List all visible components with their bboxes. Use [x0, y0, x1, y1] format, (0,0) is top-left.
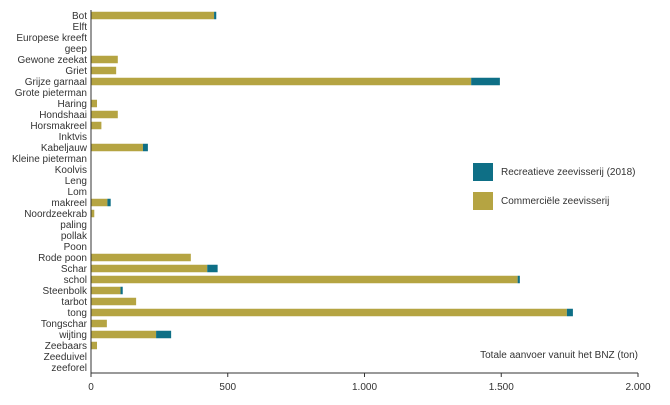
category-label: Kabeljauw [41, 143, 88, 154]
bar-recreational [142, 143, 148, 152]
category-label: Bot [72, 11, 87, 22]
bar-commercial [91, 55, 118, 64]
bar-commercial [91, 143, 143, 152]
category-label: Zeebaars [45, 341, 87, 352]
category-label: zeeforel [51, 363, 87, 374]
category-label: wijting [58, 330, 87, 341]
category-label: Lom [68, 187, 87, 198]
bar-commercial [91, 330, 157, 339]
category-label: Poon [64, 242, 87, 253]
category-label: Leng [65, 176, 87, 187]
category-label: Rode poon [38, 253, 87, 264]
bars-layer [91, 11, 573, 350]
bar-commercial [91, 209, 95, 218]
category-label: Elft [73, 22, 88, 33]
category-label: tarbot [61, 297, 87, 308]
bar-commercial [91, 121, 102, 130]
bar-commercial [91, 286, 121, 295]
legend-label-commercial: Commerciële zeevisserij [501, 196, 609, 207]
x-tick-label: 1.000 [352, 382, 377, 393]
bar-commercial [91, 297, 137, 306]
bar-commercial [91, 275, 518, 284]
category-label: geep [65, 44, 88, 55]
category-label: Tongschar [41, 319, 88, 330]
bar-commercial [91, 110, 118, 119]
bar-commercial [91, 66, 117, 75]
bar-recreational [214, 11, 217, 20]
legend-swatch-commercial [473, 192, 493, 210]
category-label: tong [68, 308, 87, 319]
bar-commercial [91, 77, 472, 86]
bar-commercial [91, 11, 215, 20]
bar-recreational [517, 275, 520, 284]
x-tick-label: 500 [219, 382, 236, 393]
category-label: Gewone zeekat [18, 55, 88, 66]
legend-label-recreational: Recreatieve zeevisserij (2018) [501, 167, 636, 178]
x-tick-label: 0 [88, 382, 94, 393]
bar-commercial [91, 99, 98, 108]
bar-recreational [566, 308, 573, 317]
category-label: Koolvis [55, 165, 87, 176]
category-label: Noordzeekrab [24, 209, 87, 220]
bar-recreational [207, 264, 218, 273]
bar-commercial [91, 253, 191, 262]
bar-recreational [471, 77, 500, 86]
bar-commercial [91, 308, 567, 317]
x-tick-label: 1.500 [489, 382, 514, 393]
category-label: Zeeduivel [44, 352, 87, 363]
category-label: Europese kreeft [16, 33, 87, 44]
category-label: Griet [65, 66, 87, 77]
bar-commercial [91, 264, 208, 273]
bar-recreational [156, 330, 172, 339]
category-label: Schar [61, 264, 88, 275]
category-label: Steenbolk [43, 286, 88, 297]
legend-swatch-recreational [473, 163, 493, 181]
category-label: Grijze garnaal [25, 77, 87, 88]
bar-commercial [91, 198, 108, 207]
legend: Recreatieve zeevisserij (2018) Commercië… [473, 163, 636, 210]
category-label: pollak [61, 231, 88, 242]
x-ticks: 0 500 1.000 1.500 2.000 [88, 373, 651, 393]
category-label: paling [60, 220, 87, 231]
bar-recreational [107, 198, 111, 207]
category-label: Inktvis [59, 132, 87, 143]
x-axis-title: Totale aanvoer vanuit het BNZ (ton) [480, 350, 638, 361]
x-axis [90, 10, 638, 374]
bar-commercial [91, 319, 107, 328]
bar-recreational [120, 286, 123, 295]
category-label: Kleine pieterman [12, 154, 87, 165]
category-label: Horsmakreel [30, 121, 87, 132]
category-label: Haring [58, 99, 87, 110]
category-label: schol [64, 275, 87, 286]
bar-commercial [91, 341, 98, 350]
category-label: Hondshaai [39, 110, 87, 121]
category-label: makreel [51, 198, 87, 209]
category-label: Grote pieterman [15, 88, 87, 99]
x-tick-label: 2.000 [625, 382, 650, 393]
